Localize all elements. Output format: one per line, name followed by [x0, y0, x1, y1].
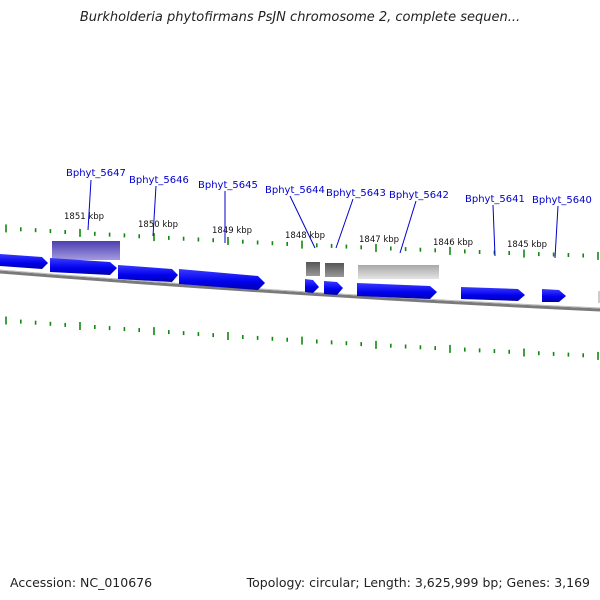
map-title: Burkholderia phytofirmans PsJN chromosom…: [79, 10, 521, 25]
scale-label-1846: 1846 kbp: [433, 238, 473, 248]
feature-bphyt-5642[interactable]: [358, 265, 439, 279]
feature-track-upper: [52, 241, 439, 279]
scale-label-1847: 1847 kbp: [359, 235, 399, 245]
backbone-highlight: [0, 269, 600, 309]
gene-label-bphyt-5642[interactable]: Bphyt_5642: [389, 190, 449, 201]
gene-arrow-bphyt-5644[interactable]: [305, 279, 319, 293]
gene-label-bphyt-5644[interactable]: Bphyt_5644: [265, 185, 325, 196]
label-leaders: [87, 179, 559, 259]
gene-label-bphyt-5640[interactable]: Bphyt_5640: [532, 195, 592, 206]
gene-track-forward: [0, 254, 600, 303]
lower-tick-track: [5, 316, 599, 360]
backbone: [0, 270, 600, 312]
scale-label-1851: 1851 kbp: [64, 212, 104, 222]
pseudo-gene-bphyt-5647[interactable]: [52, 241, 120, 260]
scale-label-1848: 1848 kbp: [285, 231, 325, 241]
scale-label-1845: 1845 kbp: [507, 240, 547, 250]
scale-labels: 1851 kbp 1850 kbp 1849 kbp 1848 kbp 1847…: [64, 212, 547, 250]
gene-arrow-bphyt-5640[interactable]: [542, 289, 566, 302]
scale-label-1850: 1850 kbp: [138, 220, 178, 230]
gene-labels: Bphyt_5647 Bphyt_5646 Bphyt_5645 Bphyt_5…: [66, 168, 592, 206]
gene-arrow-bphyt-5646[interactable]: [118, 265, 178, 282]
scale-label-1849: 1849 kbp: [212, 226, 252, 236]
gene-label-bphyt-5645[interactable]: Bphyt_5645: [198, 180, 258, 191]
accession-text: Accession: NC_010676: [10, 575, 153, 590]
gene-label-bphyt-5646[interactable]: Bphyt_5646: [129, 175, 189, 186]
rna-feature-bphyt-5643[interactable]: [325, 263, 344, 277]
gene-arrow-left-edge[interactable]: [0, 254, 48, 269]
gene-label-bphyt-5643[interactable]: Bphyt_5643: [326, 188, 386, 199]
rna-feature-bphyt-5644[interactable]: [306, 262, 320, 276]
topology-summary: Topology: circular; Length: 3,625,999 bp…: [246, 575, 590, 590]
gene-arrow-bphyt-5647[interactable]: [50, 258, 117, 275]
gene-arrow-bphyt-5642[interactable]: [357, 283, 437, 299]
gene-arrow-bphyt-5643[interactable]: [324, 281, 343, 295]
gene-arrow-bphyt-5645[interactable]: [179, 269, 265, 290]
gene-label-bphyt-5641[interactable]: Bphyt_5641: [465, 194, 525, 205]
gene-arrow-bphyt-5641[interactable]: [461, 287, 525, 301]
gene-label-bphyt-5647[interactable]: Bphyt_5647: [66, 168, 126, 179]
gene-stub-right-edge[interactable]: [598, 291, 600, 303]
upper-tick-track: [5, 224, 599, 260]
